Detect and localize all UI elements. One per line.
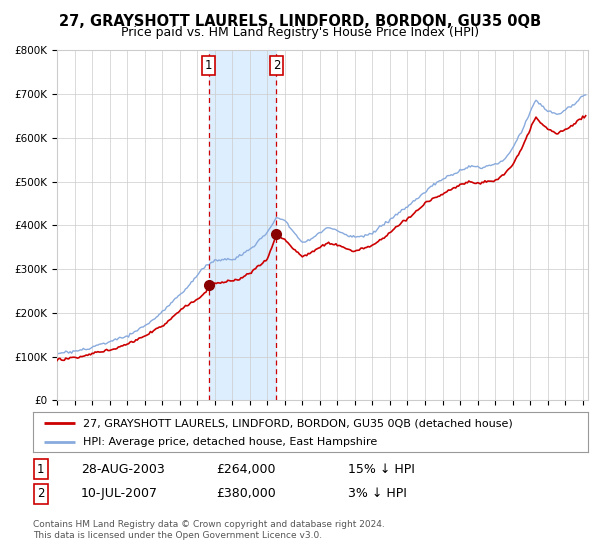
Text: 27, GRAYSHOTT LAURELS, LINDFORD, BORDON, GU35 0QB: 27, GRAYSHOTT LAURELS, LINDFORD, BORDON,… bbox=[59, 14, 541, 29]
Text: 27, GRAYSHOTT LAURELS, LINDFORD, BORDON, GU35 0QB (detached house): 27, GRAYSHOTT LAURELS, LINDFORD, BORDON,… bbox=[83, 418, 513, 428]
Text: Price paid vs. HM Land Registry's House Price Index (HPI): Price paid vs. HM Land Registry's House … bbox=[121, 26, 479, 39]
Text: 28-AUG-2003: 28-AUG-2003 bbox=[81, 463, 165, 476]
Text: 2: 2 bbox=[37, 487, 44, 501]
Text: 3% ↓ HPI: 3% ↓ HPI bbox=[348, 487, 407, 501]
Bar bbox=[209, 50, 277, 400]
Text: Contains HM Land Registry data © Crown copyright and database right 2024.
This d: Contains HM Land Registry data © Crown c… bbox=[33, 520, 385, 540]
Text: £380,000: £380,000 bbox=[216, 487, 276, 501]
Text: 2: 2 bbox=[273, 59, 280, 72]
Text: HPI: Average price, detached house, East Hampshire: HPI: Average price, detached house, East… bbox=[83, 437, 377, 447]
Text: 15% ↓ HPI: 15% ↓ HPI bbox=[348, 463, 415, 476]
Text: 1: 1 bbox=[205, 59, 212, 72]
Text: £264,000: £264,000 bbox=[216, 463, 275, 476]
Text: 1: 1 bbox=[37, 463, 44, 476]
Text: 10-JUL-2007: 10-JUL-2007 bbox=[81, 487, 158, 501]
